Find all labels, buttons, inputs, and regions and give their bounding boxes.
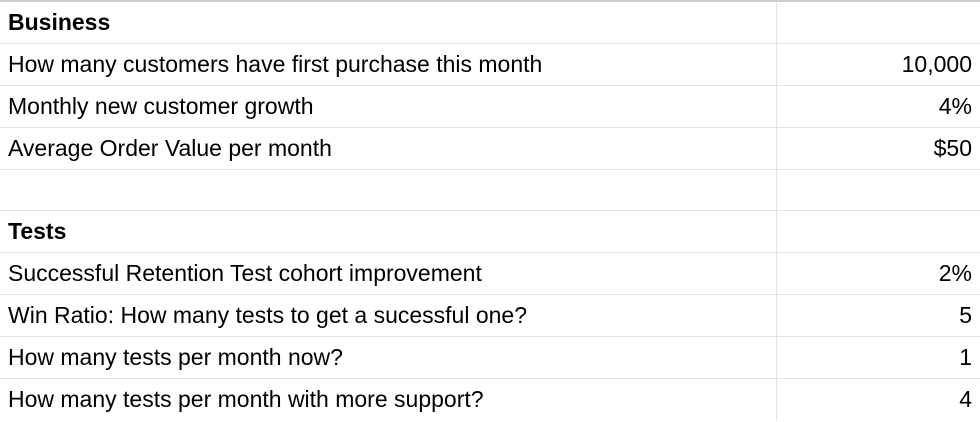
cell-value[interactable]: 2% [776,253,980,295]
cell-label[interactable]: How many tests per month now? [0,337,776,379]
table-row: Monthly new customer growth 4% [0,86,980,128]
cell-section-tests[interactable]: Tests [0,211,776,253]
cell-value-empty[interactable] [776,211,980,253]
table-row: Successful Retention Test cohort improve… [0,253,980,295]
table-row: Average Order Value per month $50 [0,128,980,170]
cell-value[interactable]: 4% [776,86,980,128]
table-row: How many tests per month with more suppo… [0,379,980,421]
cell-value[interactable]: 5 [776,295,980,337]
cell-label[interactable]: How many customers have first purchase t… [0,44,776,86]
cell-value[interactable]: 10,000 [776,44,980,86]
section-header-row: Tests [0,211,980,253]
section-header-row: Business [0,2,980,44]
cell-label[interactable]: How many tests per month with more suppo… [0,379,776,421]
table-row: How many tests per month now? 1 [0,337,980,379]
cell-value[interactable]: $50 [776,128,980,170]
cell-section-business[interactable]: Business [0,2,776,44]
cell-label-empty[interactable] [0,170,776,211]
table-row: How many customers have first purchase t… [0,44,980,86]
table-row: Win Ratio: How many tests to get a suces… [0,295,980,337]
cell-label[interactable]: Win Ratio: How many tests to get a suces… [0,295,776,337]
empty-row [0,170,980,211]
cell-value-empty[interactable] [776,2,980,44]
cell-label[interactable]: Average Order Value per month [0,128,776,170]
cell-value[interactable]: 1 [776,337,980,379]
cell-value-empty[interactable] [776,170,980,211]
cell-value[interactable]: 4 [776,379,980,421]
cell-label[interactable]: Monthly new customer growth [0,86,776,128]
cell-label[interactable]: Successful Retention Test cohort improve… [0,253,776,295]
